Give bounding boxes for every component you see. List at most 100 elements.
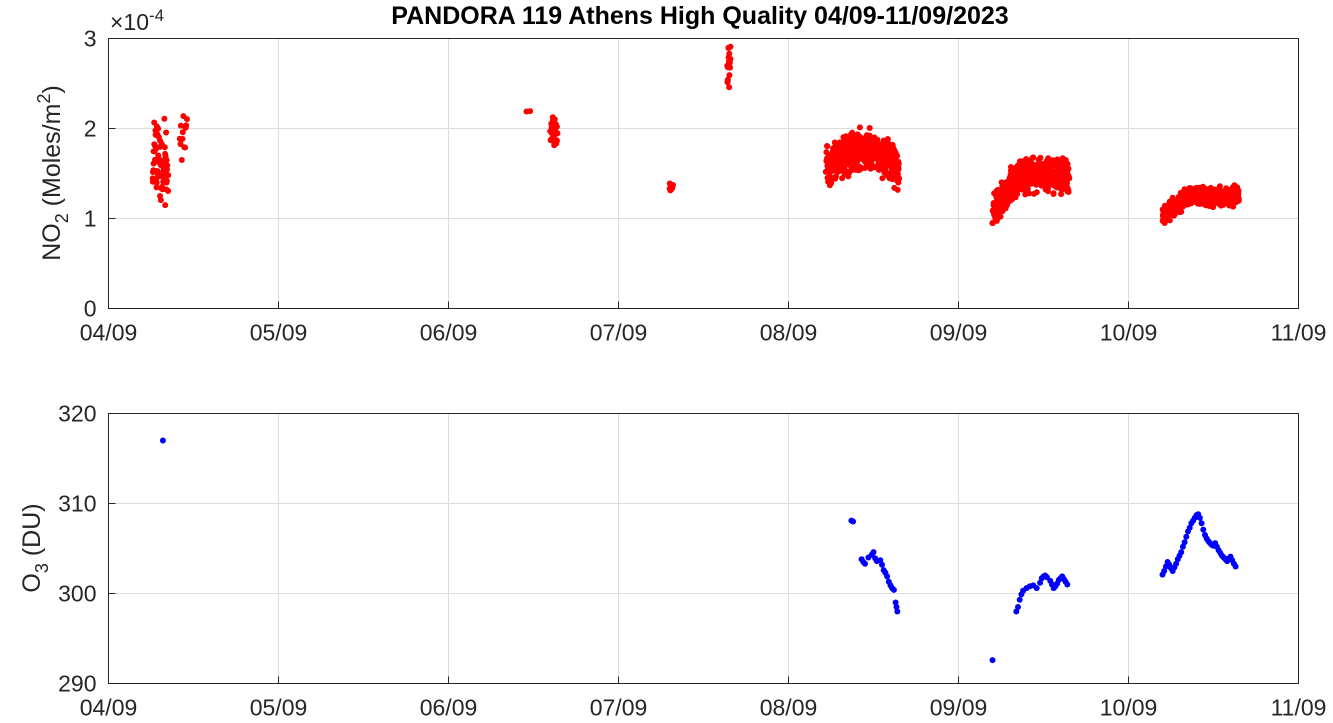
o3-data-point: [1186, 524, 1193, 531]
o3-data-point: [862, 560, 868, 567]
no2-data-point: [896, 175, 903, 182]
o3-data-point: [1196, 514, 1203, 521]
no2-data-point: [183, 122, 190, 129]
o3-ytick-label: 290: [58, 671, 96, 697]
no2-data-point: [184, 116, 190, 123]
o3-ytick-label: 320: [58, 401, 96, 427]
no2-data-point: [895, 166, 902, 173]
no2-xtick-label: 08/09: [760, 320, 818, 346]
o3-xtick-label: 09/09: [930, 695, 988, 721]
no2-xtick-labels: 04/09 05/09 06/09 07/09 08/09 09/09 10/09 11/09: [80, 320, 1327, 346]
no2-data-point: [527, 108, 534, 115]
o3-data-point: [1173, 560, 1180, 567]
no2-data-point: [997, 213, 1004, 220]
no2-data-point: [894, 152, 901, 159]
no2-data-point: [726, 72, 733, 79]
no2-xtick-label: 09/09: [930, 320, 988, 346]
no2-data-point: [1216, 183, 1223, 190]
o3-xtick-label: 04/09: [80, 695, 138, 721]
o3-data-point: [159, 437, 166, 444]
o3-axes-box: [108, 413, 1299, 684]
no2-data-points: [149, 43, 1242, 226]
no2-ytick-label: 0: [84, 296, 97, 322]
no2-data-point: [727, 64, 733, 71]
o3-xtick-label: 06/09: [420, 695, 478, 721]
no2-data-point: [726, 50, 733, 57]
o3-data-point: [884, 573, 891, 580]
o3-data-point: [877, 557, 884, 564]
no2-data-point: [161, 115, 168, 122]
no2-data-point: [1230, 203, 1237, 210]
no2-data-point: [828, 179, 835, 186]
no2-data-point: [554, 130, 561, 137]
o3-data-point: [1015, 604, 1021, 610]
no2-data-point: [1037, 154, 1044, 161]
o3-data-point: [1179, 543, 1186, 550]
no2-data-point: [1064, 161, 1071, 167]
no2-data-point: [1065, 165, 1072, 172]
no2-ytick-label: 2: [84, 116, 97, 142]
no2-data-point: [177, 122, 184, 129]
o3-ytick-label: 310: [58, 491, 96, 517]
o3-xtick-label: 05/09: [250, 695, 308, 721]
no2-data-point: [1058, 191, 1065, 198]
no2-data-point: [163, 129, 170, 136]
no2-data-point: [726, 84, 733, 91]
o3-data-point: [1016, 596, 1023, 603]
o3-gridlines: [108, 413, 1299, 684]
o3-ylabel: O3 (DU): [18, 503, 52, 592]
o3-ytick-label: 300: [58, 581, 96, 607]
no2-data-point: [551, 116, 558, 123]
o3-xtick-label: 11/09: [1271, 695, 1327, 721]
no2-data-point: [866, 125, 873, 131]
o3-xtick-labels: 04/09 05/09 06/09 07/09 08/09 09/09 10/09 11/09: [80, 695, 1327, 721]
no2-data-point: [727, 43, 734, 50]
no2-data-point: [155, 125, 162, 132]
no2-data-point: [1026, 190, 1032, 197]
o3-data-point: [1064, 581, 1071, 588]
o3-data-point: [1232, 563, 1239, 570]
no2-xtick-label: 11/09: [1271, 320, 1327, 346]
no2-data-point: [727, 56, 734, 62]
no2-xtick-label: 06/09: [420, 320, 478, 346]
no2-data-point: [182, 144, 189, 151]
no2-data-point: [670, 182, 676, 188]
no2-data-point: [1050, 190, 1057, 197]
no2-data-point: [1066, 175, 1073, 182]
no2-data-point: [871, 164, 878, 171]
o3-data-point: [1037, 579, 1044, 586]
no2-xtick-label: 05/09: [250, 320, 308, 346]
o3-data-point: [1183, 533, 1190, 540]
o3-data-point: [1178, 549, 1185, 556]
no2-data-point: [1065, 189, 1072, 195]
no2-xtick-label: 07/09: [590, 320, 648, 346]
no2-data-point: [153, 179, 160, 186]
no2-data-point: [1033, 189, 1040, 196]
o3-xtick-label: 08/09: [760, 695, 818, 721]
no2-data-point: [164, 162, 171, 169]
no2-axes-box: [108, 38, 1299, 309]
no2-data-point: [724, 77, 731, 84]
o3-data-point: [894, 608, 901, 615]
no2-data-point: [1030, 154, 1037, 161]
no2-data-point: [1235, 197, 1242, 204]
o3-data-point: [1013, 608, 1020, 615]
o3-data-points: [159, 437, 1239, 664]
no2-data-point: [894, 186, 901, 193]
no2-data-point: [165, 172, 172, 179]
no2-xtick-label: 04/09: [80, 320, 138, 346]
no2-data-point: [157, 197, 164, 204]
no2-ylabel: NO2 (Moles/m2): [34, 85, 72, 261]
no2-data-point: [1014, 190, 1021, 197]
no2-exponent-multiplier: ×10-4: [110, 6, 164, 35]
no2-data-point: [1166, 217, 1173, 224]
o3-data-point: [892, 599, 899, 606]
no2-data-point: [163, 179, 170, 186]
o3-data-point: [1181, 539, 1188, 546]
o3-data-point: [1200, 526, 1207, 533]
o3-panel: 290 300 310 320 04/09 05/09 06/09 07/09 08/09 09…: [18, 401, 1326, 721]
no2-xtick-label: 10/09: [1100, 320, 1158, 346]
no2-data-point: [163, 157, 170, 164]
no2-data-point: [856, 124, 863, 131]
